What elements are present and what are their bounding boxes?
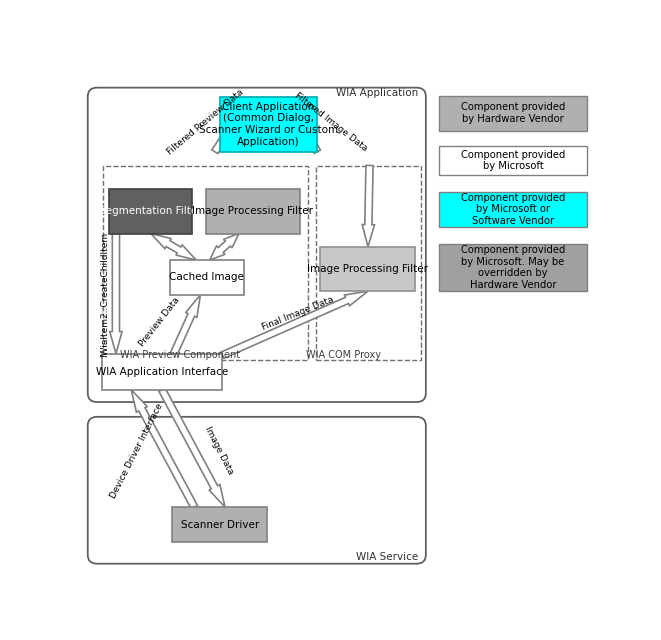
FancyBboxPatch shape xyxy=(439,191,587,227)
Polygon shape xyxy=(171,294,200,355)
Text: Component provided
by Hardware Vendor: Component provided by Hardware Vendor xyxy=(461,102,565,124)
FancyBboxPatch shape xyxy=(206,189,300,234)
Text: Image Processing Filter: Image Processing Filter xyxy=(307,264,428,274)
Text: WIA Service: WIA Service xyxy=(356,552,418,562)
Polygon shape xyxy=(288,97,321,154)
Text: Device Driver Interface: Device Driver Interface xyxy=(109,402,165,500)
Text: Segmentation Filter: Segmentation Filter xyxy=(99,206,202,216)
Polygon shape xyxy=(362,166,375,247)
Text: IWiaItem2::CreateChildItem: IWiaItem2::CreateChildItem xyxy=(100,232,109,357)
Text: Image Processing Filter: Image Processing Filter xyxy=(192,206,313,216)
Text: Component provided
by Microsoft. May be
overridden by
Hardware Vendor: Component provided by Microsoft. May be … xyxy=(461,245,565,290)
Polygon shape xyxy=(221,291,368,358)
Polygon shape xyxy=(210,234,239,260)
Polygon shape xyxy=(151,234,196,260)
Text: Filtered Preview Data: Filtered Preview Data xyxy=(165,87,245,156)
Text: WIA Application: WIA Application xyxy=(336,88,418,98)
FancyBboxPatch shape xyxy=(173,507,267,543)
Text: Filtered Image Data: Filtered Image Data xyxy=(293,91,369,153)
FancyBboxPatch shape xyxy=(109,189,192,234)
FancyBboxPatch shape xyxy=(102,354,223,390)
Text: WIA Preview Component: WIA Preview Component xyxy=(120,349,240,360)
FancyBboxPatch shape xyxy=(321,247,415,291)
Text: Cached Image: Cached Image xyxy=(169,273,245,282)
Polygon shape xyxy=(212,97,252,154)
FancyBboxPatch shape xyxy=(439,95,587,131)
Text: Component provided
by Microsoft or
Software Vendor: Component provided by Microsoft or Softw… xyxy=(461,193,565,226)
Text: Image Data: Image Data xyxy=(203,426,235,476)
Polygon shape xyxy=(132,390,198,509)
Text: WIA Application Interface: WIA Application Interface xyxy=(96,367,229,377)
Polygon shape xyxy=(159,388,225,507)
Text: WIA COM Proxy: WIA COM Proxy xyxy=(307,349,381,360)
Text: Scanner Driver: Scanner Driver xyxy=(180,520,259,530)
Text: Client Application
(Common Dialog,
Scanner Wizard or Custom
Application): Client Application (Common Dialog, Scann… xyxy=(199,102,338,147)
Text: Component provided
by Microsoft: Component provided by Microsoft xyxy=(461,150,565,172)
FancyBboxPatch shape xyxy=(170,260,244,294)
FancyBboxPatch shape xyxy=(439,244,587,291)
Text: Preview Data: Preview Data xyxy=(137,296,181,348)
FancyBboxPatch shape xyxy=(220,97,317,152)
Text: Final Image Data: Final Image Data xyxy=(260,295,335,332)
FancyBboxPatch shape xyxy=(439,146,587,175)
Polygon shape xyxy=(110,234,122,354)
